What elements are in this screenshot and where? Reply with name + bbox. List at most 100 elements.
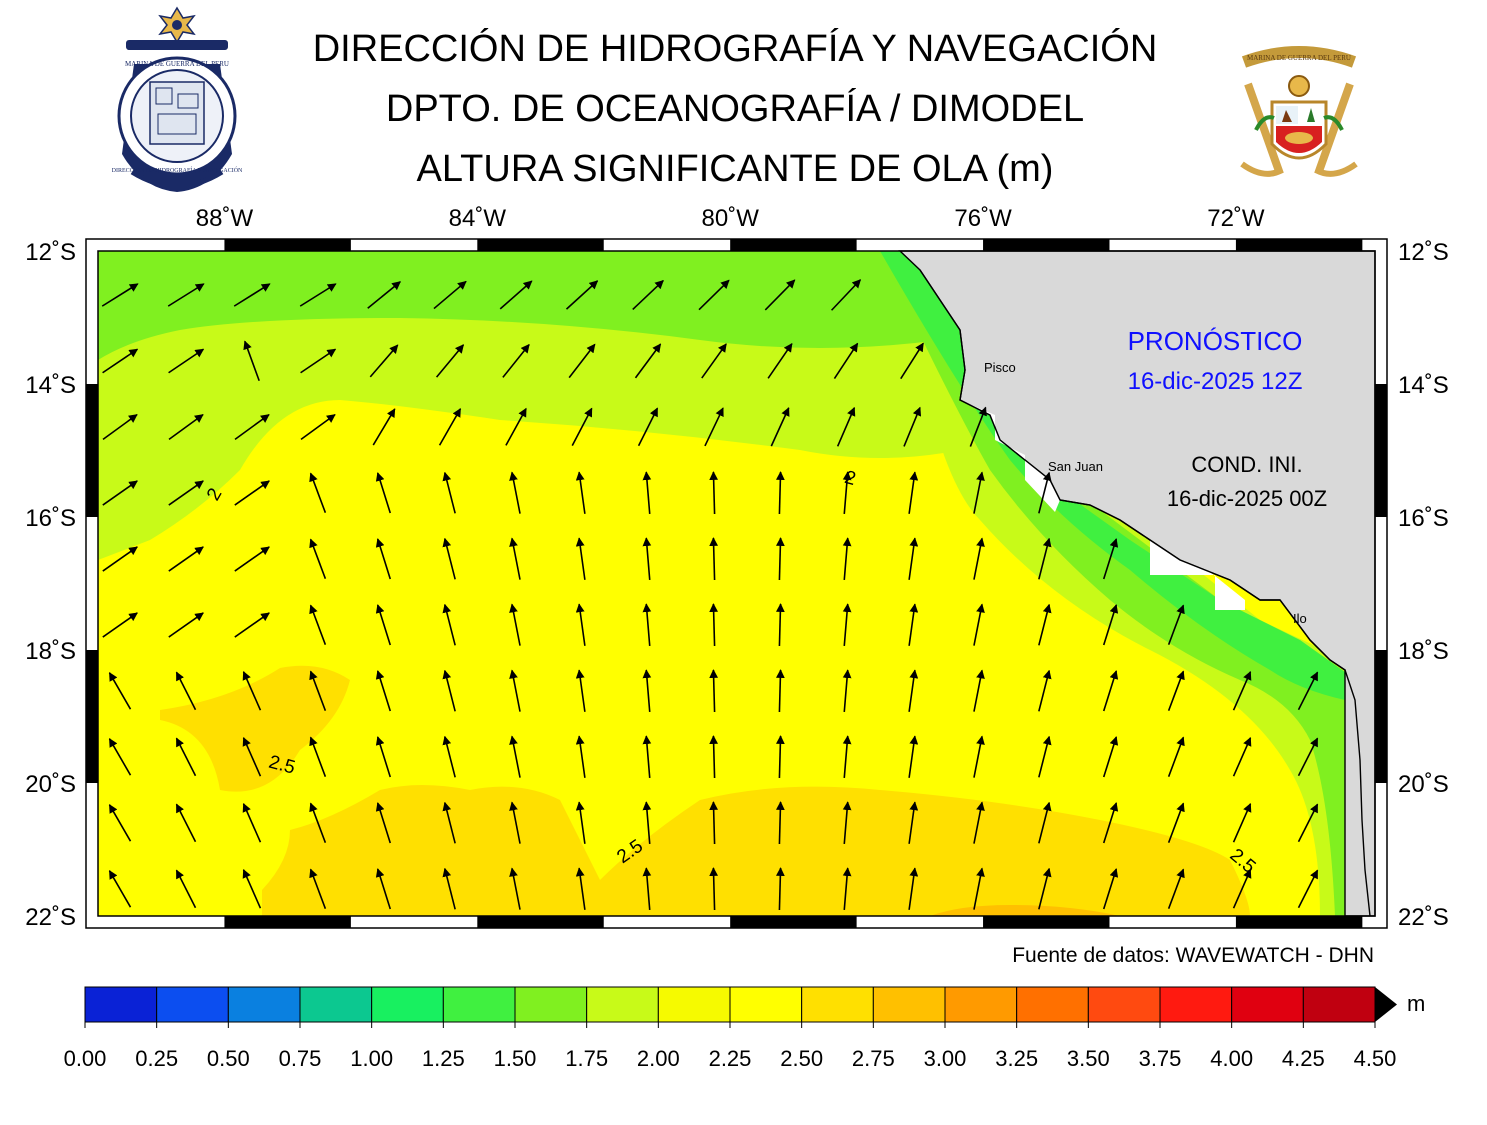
- wave-direction-arrow: [642, 603, 652, 646]
- wave-direction-arrow: [701, 343, 727, 379]
- wave-direction-arrow: [571, 407, 593, 446]
- wave-direction-arrow: [908, 801, 919, 844]
- wave-direction-arrow: [442, 735, 456, 778]
- colorbar-tick-label: 1.00: [350, 1046, 393, 1071]
- colorbar-tick-label: 2.75: [852, 1046, 895, 1071]
- wave-direction-arrow: [1102, 868, 1119, 910]
- wave-direction-arrow: [499, 280, 533, 310]
- wave-direction-arrow: [168, 414, 204, 440]
- wave-direction-arrow: [842, 669, 852, 712]
- wave-direction-arrow: [110, 937, 131, 973]
- wave-direction-arrow: [375, 538, 392, 580]
- wave-direction-arrow: [102, 546, 138, 572]
- wave-direction-arrow: [509, 735, 521, 778]
- wave-direction-arrow: [767, 342, 793, 379]
- place-label-san-juan: San Juan: [1048, 459, 1103, 474]
- wave-direction-arrow: [234, 414, 270, 440]
- wave-direction-arrow: [509, 867, 521, 910]
- banner-text: MARINA DE GUERRA DEL PERU: [1247, 54, 1351, 62]
- wave-direction-arrow: [973, 867, 985, 910]
- wave-direction-arrow: [442, 537, 456, 580]
- wave-direction-arrow: [509, 801, 521, 844]
- wave-direction-arrow: [243, 340, 260, 382]
- lat-label-right: 22˚S: [1398, 904, 1449, 931]
- wave-direction-arrow: [244, 936, 261, 974]
- wave-direction-arrow: [242, 670, 262, 711]
- wave-direction-arrow: [634, 343, 662, 379]
- wave-direction-arrow: [300, 348, 337, 374]
- colorbar-tick-label: 3.50: [1067, 1046, 1110, 1071]
- wave-direction-arrow: [375, 670, 392, 712]
- wave-direction-arrow: [509, 537, 521, 580]
- wave-direction-arrow: [309, 472, 327, 513]
- lon-label: 76˚W: [954, 205, 1012, 232]
- wave-direction-arrow: [842, 867, 852, 910]
- wave-direction-arrow: [642, 735, 652, 778]
- data-source: Fuente de datos: WAVEWATCH - DHN: [1012, 944, 1374, 967]
- colorbar: [84, 986, 1397, 1028]
- forecast-date: 16-dic-2025 12Z: [1128, 368, 1303, 395]
- colorbar-swatch: [586, 986, 659, 1023]
- wave-direction-arrow: [168, 480, 204, 506]
- wave-direction-arrow: [435, 344, 465, 378]
- lon-label: 72˚W: [1207, 205, 1265, 232]
- wave-direction-arrow: [375, 802, 392, 844]
- wave-direction-arrow: [1297, 737, 1319, 777]
- wave-direction-arrow: [709, 669, 719, 713]
- wave-direction-arrow: [1167, 670, 1185, 711]
- wave-direction-arrow: [101, 283, 139, 307]
- lat-label-right: 18˚S: [1398, 638, 1449, 665]
- wave-direction-arrow: [177, 936, 196, 973]
- colorbar-unit: m: [1407, 991, 1425, 1016]
- wave-direction-arrow: [102, 348, 139, 374]
- lat-label-left: 22˚S: [25, 904, 76, 931]
- wave-direction-arrow: [442, 669, 456, 712]
- wave-direction-arrow: [108, 738, 132, 776]
- wave-direction-arrow: [775, 669, 785, 713]
- wave-direction-arrow: [168, 612, 204, 638]
- wave-direction-arrow: [1038, 867, 1052, 910]
- wave-direction-arrow: [442, 603, 456, 646]
- place-label-ilo: Ilo: [1293, 611, 1307, 626]
- wave-direction-arrow: [309, 604, 327, 645]
- colorbar-tick-labels: 0.00 0.25 0.50 0.75 1.00 1.25 1.50 1.75 2.00 2.25…: [64, 1046, 1397, 1071]
- lat-label-right: 16˚S: [1398, 505, 1449, 532]
- wave-direction-arrow: [1102, 670, 1119, 712]
- colorbar-tick-label: 1.50: [494, 1046, 537, 1071]
- wave-direction-arrow: [512, 934, 520, 975]
- wave-direction-arrow: [775, 735, 785, 779]
- wave-direction-arrow: [168, 546, 204, 572]
- wave-direction-arrow: [509, 603, 521, 646]
- wave-direction-arrow: [1167, 802, 1185, 843]
- colorbar-swatch: [872, 986, 946, 1023]
- wave-direction-arrow: [642, 867, 652, 910]
- colorbar-swatch: [1302, 986, 1376, 1023]
- colorbar-tick-label: 4.25: [1282, 1046, 1325, 1071]
- wave-direction-arrow: [234, 612, 270, 638]
- wave-direction-arrow: [775, 471, 785, 515]
- wave-direction-arrow: [1038, 735, 1052, 778]
- wave-direction-arrow: [1038, 537, 1052, 580]
- wave-direction-arrow: [973, 669, 985, 712]
- colorbar-tick-label: 1.75: [565, 1046, 608, 1071]
- wave-direction-arrow: [908, 669, 919, 712]
- colorbar-tick-label: 2.25: [709, 1046, 752, 1071]
- colorbar-tick-label: 3.25: [995, 1046, 1038, 1071]
- wave-direction-arrow: [575, 669, 586, 712]
- wave-direction-arrow: [830, 279, 862, 311]
- wave-direction-arrow: [1102, 736, 1119, 778]
- wave-direction-arrow: [233, 283, 271, 307]
- wave-direction-arrow: [836, 406, 856, 447]
- wave-direction-arrow: [642, 471, 652, 514]
- wave-direction-arrow: [375, 472, 392, 514]
- colorbar-tick-label: 0.25: [135, 1046, 178, 1071]
- wave-direction-arrow: [842, 603, 852, 646]
- wave-direction-arrow: [1038, 669, 1052, 712]
- lat-label-left: 16˚S: [25, 505, 76, 532]
- wave-direction-arrow: [1297, 803, 1319, 843]
- wave-direction-arrow: [1102, 538, 1119, 580]
- wave-direction-arrow: [1167, 736, 1185, 777]
- latitude-labels: 12˚S 12˚S 14˚S 14˚S 16˚S 16˚S 18˚S 18˚S 20˚S 20˚S…: [25, 239, 1448, 931]
- wave-direction-arrow: [709, 801, 719, 845]
- colorbar-swatch: [84, 986, 158, 1023]
